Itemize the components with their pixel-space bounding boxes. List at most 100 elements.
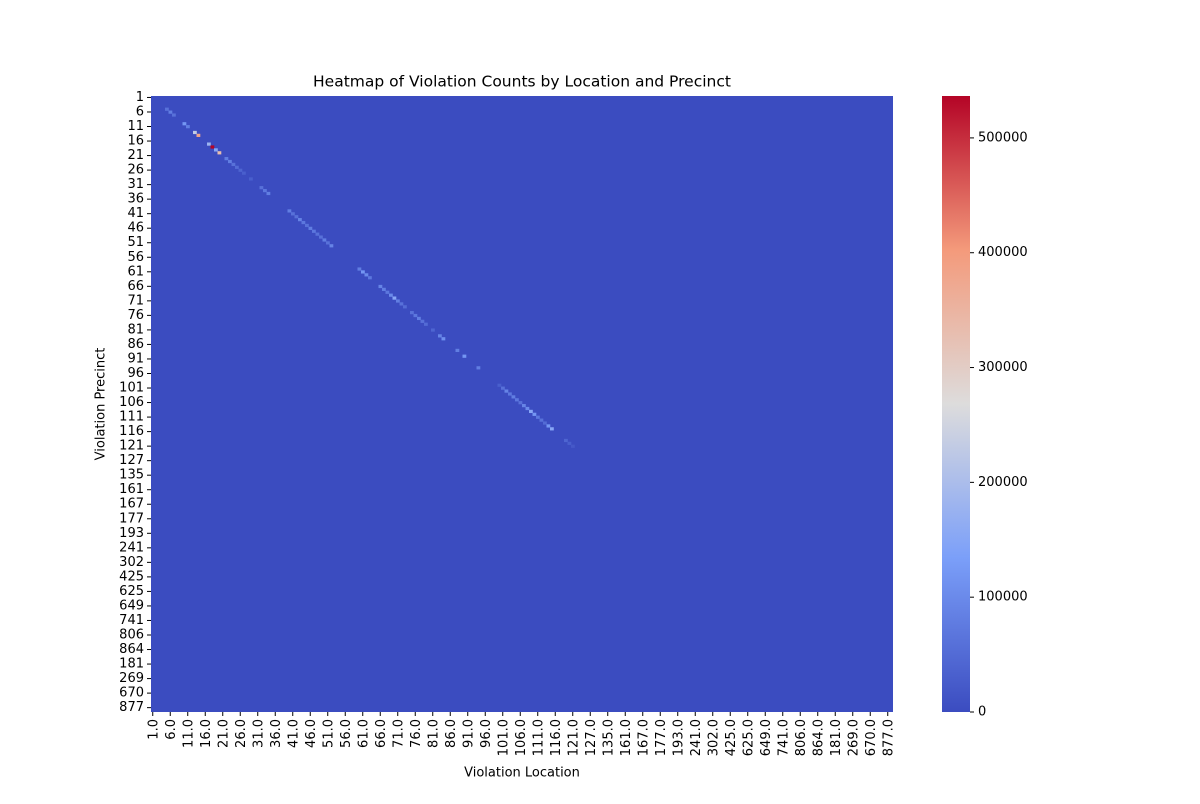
- colorbar-tick-label: 0: [978, 705, 986, 720]
- heatmap-cell: [508, 392, 512, 396]
- x-tick-label: 111.0: [531, 719, 546, 756]
- heatmap-cell: [259, 186, 264, 190]
- y-tick-label: 625: [119, 584, 144, 599]
- heatmap-cell: [291, 212, 295, 216]
- heatmap-cell: [238, 168, 243, 172]
- heatmap-cell: [315, 232, 320, 236]
- x-tick-label: 6.0: [164, 719, 179, 740]
- y-tick-label: 76: [127, 308, 144, 323]
- x-tick-label: 11.0: [181, 719, 196, 748]
- heatmap-cell: [511, 395, 516, 399]
- heatmap-cell: [224, 157, 229, 161]
- y-tick-label: 193: [119, 526, 144, 541]
- x-tick-label: 76.0: [409, 719, 424, 748]
- heatmap-cell: [441, 337, 446, 341]
- heatmap-cell: [550, 427, 554, 431]
- heatmap-cell: [263, 188, 267, 193]
- y-tick-label: 1: [136, 90, 144, 105]
- heatmap-cell: [287, 209, 292, 213]
- x-tick-label: 61.0: [356, 719, 371, 748]
- heatmap-cell: [525, 406, 530, 411]
- y-tick-label: 31: [127, 177, 144, 192]
- x-tick-label: 193.0: [671, 719, 686, 756]
- heatmap-cell: [165, 107, 169, 111]
- x-tick-label: 31.0: [251, 719, 266, 748]
- heatmap-cell: [399, 302, 404, 306]
- y-tick-label: 135: [119, 468, 144, 483]
- x-tick-label: 116.0: [549, 719, 564, 756]
- heatmap-cell: [396, 299, 400, 303]
- y-axis-label: Violation Precinct: [94, 348, 109, 461]
- x-tick-label: 56.0: [339, 719, 354, 748]
- y-tick-label: 71: [127, 293, 144, 308]
- y-tick-label: 864: [119, 642, 144, 657]
- colorbar-tick-label: 200000: [978, 475, 1028, 490]
- heatmap-cell: [567, 441, 572, 445]
- heatmap-cell: [522, 404, 526, 408]
- heatmap-cell: [308, 226, 313, 230]
- heatmap-cell: [462, 354, 467, 358]
- x-tick-label: 86.0: [444, 719, 459, 748]
- y-tick-label: 91: [127, 351, 144, 366]
- y-tick-label: 269: [119, 671, 144, 686]
- x-tick-label: 877.0: [881, 719, 896, 756]
- heatmap-cell: [249, 177, 253, 181]
- y-tick-label: 66: [127, 279, 144, 294]
- heatmap-cell: [515, 398, 519, 402]
- heatmap-cell: [368, 276, 372, 280]
- x-tick-label: 41.0: [286, 719, 301, 748]
- x-tick-label: 135.0: [601, 719, 616, 756]
- x-tick-label: 106.0: [514, 719, 529, 756]
- heatmap-cell: [410, 311, 414, 315]
- heatmap-cell: [564, 438, 568, 443]
- x-tick-label: 806.0: [794, 719, 809, 756]
- y-tick-label: 6: [136, 104, 144, 119]
- x-tick-label: 649.0: [759, 719, 774, 756]
- heatmap-cell: [210, 145, 215, 149]
- y-tick-label: 56: [127, 250, 144, 265]
- heatmap-cell: [417, 316, 421, 321]
- heatmap-cell: [301, 220, 306, 225]
- y-tick-label: 167: [119, 497, 144, 512]
- heatmap-cell: [294, 215, 299, 219]
- x-axis-label: Violation Location: [464, 766, 580, 781]
- y-tick-label: 161: [119, 482, 144, 497]
- heatmap-cell: [217, 151, 222, 155]
- y-tick-label: 46: [127, 221, 144, 236]
- heatmap-cell: [378, 284, 383, 289]
- heatmap-cell: [497, 383, 502, 387]
- colorbar-tick-label: 500000: [978, 130, 1028, 145]
- y-tick-label: 670: [119, 686, 144, 701]
- x-tick-label: 101.0: [496, 719, 511, 756]
- heatmap-cell: [529, 409, 533, 414]
- x-tick-label: 864.0: [811, 719, 826, 756]
- heatmap-cell: [438, 334, 442, 338]
- heatmap-cell: [326, 241, 330, 245]
- heatmap-cell: [182, 122, 187, 126]
- x-tick-label: 425.0: [724, 719, 739, 756]
- colorbar: [942, 96, 970, 712]
- y-tick-label: 26: [127, 163, 144, 178]
- heatmap-cell: [403, 305, 407, 309]
- y-tick-label: 96: [127, 366, 144, 381]
- y-tick-label: 177: [119, 511, 144, 526]
- colorbar-tick-label: 100000: [978, 590, 1028, 605]
- x-tick-label: 302.0: [706, 719, 721, 756]
- heatmap-cell: [214, 148, 218, 152]
- heatmap-cell: [536, 415, 540, 419]
- heatmap-cell: [298, 218, 302, 222]
- y-tick-label: 741: [119, 613, 144, 628]
- y-tick-label: 877: [119, 700, 144, 715]
- heatmap-cell: [571, 444, 575, 448]
- y-tick-label: 81: [127, 322, 144, 337]
- colorbar-tick-label: 400000: [978, 245, 1028, 260]
- y-tick-label: 16: [127, 134, 144, 149]
- heatmap-cell: [186, 125, 190, 129]
- x-tick-label: 66.0: [374, 719, 389, 748]
- heatmap-cell: [168, 110, 173, 114]
- heatmap-cell: [420, 319, 425, 323]
- x-tick-label: 177.0: [654, 719, 669, 756]
- y-tick-label: 127: [119, 453, 144, 468]
- heatmap-cell: [392, 296, 397, 300]
- heatmap-cell: [312, 229, 316, 233]
